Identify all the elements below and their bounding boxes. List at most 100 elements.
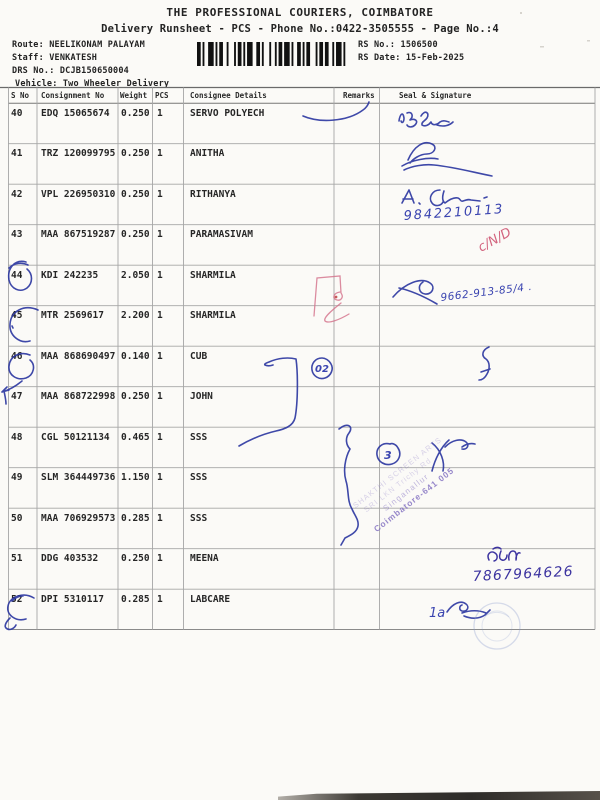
- meta-staff: Staff: VENKATESH: [12, 53, 98, 63]
- signature-row52: [446, 601, 491, 619]
- handwritten-tamil-row51: [487, 546, 521, 562]
- red-mark-row44: [313, 275, 350, 323]
- cell-consignee: RITHANYA: [190, 188, 236, 200]
- cell-pcs: 1: [157, 391, 163, 402]
- round-stamp-row52: [473, 602, 521, 650]
- meta-drs-no: DRS No.: DCJB150650004: [12, 66, 129, 76]
- handwritten-phone-row42: 9842210113: [403, 202, 505, 224]
- cell-consignee: JOHN: [190, 391, 213, 402]
- cell-pcs: 1: [157, 269, 163, 281]
- cell-weight: 0.465: [121, 431, 150, 443]
- signature-row48: [431, 439, 476, 472]
- signature-row44: [392, 279, 438, 305]
- cell-consignment: MAA 868722998: [41, 391, 116, 402]
- cell-weight: 0.250: [121, 107, 150, 119]
- cell-pcs: 1: [157, 512, 163, 524]
- cell-weight: 0.285: [121, 593, 150, 605]
- col-header-consignment: Consignment No: [41, 91, 105, 100]
- cell-consignment: TRZ 120099795: [41, 148, 116, 159]
- svg-text:Coimbatore-641 005: Coimbatore-641 005: [372, 465, 456, 534]
- pen-circle-02: [311, 357, 333, 380]
- cell-consignee: LABCARE: [190, 593, 231, 605]
- cell-weight: 1.150: [121, 472, 150, 483]
- cell-consignment: MAA 868690497: [41, 350, 116, 362]
- meta-rs-date: RS Date: 15-Feb-2025: [358, 53, 465, 63]
- pen-circle-3: [376, 442, 401, 466]
- pen-tick-47: [3, 390, 7, 405]
- cell-s_no: 42: [11, 188, 23, 200]
- cell-consignment: DDG 403532: [41, 553, 99, 564]
- cell-consignee: SSS: [190, 431, 208, 443]
- cell-s_no: 52: [11, 593, 23, 605]
- cell-consignment: MAA 867519287: [41, 229, 116, 240]
- cell-weight: 0.140: [121, 350, 150, 362]
- cell-pcs: 1: [157, 593, 163, 605]
- rubber-stamp: SHAKTHI SCREEN ARTS SRI LKN Trichy Rd Si…: [351, 435, 456, 534]
- cell-pcs: 1: [157, 350, 163, 362]
- cell-weight: 0.285: [121, 512, 150, 524]
- cell-s_no: 40: [11, 107, 23, 119]
- cell-s_no: 51: [11, 553, 23, 564]
- cell-weight: 0.250: [121, 553, 150, 564]
- red-dot-row44: [334, 295, 338, 299]
- cell-s_no: 47: [11, 391, 23, 402]
- cell-consignee: ANITHA: [190, 148, 225, 159]
- col-header-seal: Seal & Signature: [399, 91, 472, 100]
- cell-pcs: 1: [157, 229, 163, 240]
- page-subtitle: Delivery Runsheet - PCS - Phone No.:0422…: [101, 23, 499, 35]
- col-header-remarks: Remarks: [343, 91, 375, 100]
- handwritten-phone-row51: 7867964626: [472, 564, 574, 585]
- meta-rs-no: RS No.: 1506500: [358, 40, 438, 50]
- cell-consignee: SHARMILA: [190, 310, 236, 321]
- page-title: THE PROFESSIONAL COURIERS, COIMBATORE: [166, 6, 434, 19]
- col-header-weight: Weight: [120, 91, 148, 100]
- cell-consignment: CGL 50121134: [41, 431, 110, 443]
- red-note-row43: c/N/D: [476, 225, 514, 255]
- cell-s_no: 43: [11, 229, 23, 240]
- cell-consignment: VPL 226950310: [41, 188, 116, 200]
- cell-consignment: MAA 706929573: [41, 512, 116, 524]
- col-header-pcs: PCS: [155, 91, 169, 100]
- signature-row41: [401, 142, 493, 177]
- cell-s_no: 46: [11, 350, 23, 362]
- col-header-sno: S No: [11, 91, 30, 100]
- cell-weight: 2.200: [121, 310, 150, 321]
- circled-number-3: 3: [384, 449, 392, 462]
- svg-text:SHAKTHI SCREEN ARTS: SHAKTHI SCREEN ARTS: [351, 435, 443, 510]
- svg-text:Singanallur: Singanallur: [381, 472, 430, 513]
- scan-artifact-bottom: [278, 791, 600, 800]
- cell-pcs: 1: [157, 148, 163, 159]
- cell-consignee: SSS: [190, 472, 208, 483]
- cell-pcs: 1: [157, 472, 163, 483]
- cell-consignment: EDQ 15065674: [41, 107, 110, 119]
- handwritten-note-row52: 1a: [429, 606, 445, 621]
- circled-number-02: 02: [315, 364, 329, 375]
- signature-row42: [401, 189, 488, 207]
- cell-consignee: MEENA: [190, 553, 219, 564]
- cell-consignee: CUB: [190, 350, 208, 362]
- cell-weight: 0.250: [121, 148, 150, 159]
- pen-swoosh-row40: [302, 101, 370, 122]
- cell-pcs: 1: [157, 188, 163, 200]
- cell-s_no: 41: [11, 148, 23, 159]
- col-header-consignee2: Consignee Details: [190, 91, 267, 100]
- cell-s_no: 45: [11, 310, 23, 321]
- cell-consignee: SHARMILA: [190, 269, 236, 281]
- cell-consignee: SERVO POLYECH: [190, 107, 265, 119]
- cell-consignment: MTR 2569617: [41, 310, 104, 321]
- signature-row40: [398, 111, 454, 128]
- cell-consignee: SSS: [190, 512, 208, 524]
- cell-consignment: KDI 242235: [41, 269, 99, 281]
- meta-route: Route: NEELIKONAM PALAYAM: [12, 40, 145, 50]
- cell-weight: 0.250: [121, 188, 150, 200]
- cell-pcs: 1: [157, 310, 163, 321]
- pen-brace-rows48-50: [338, 424, 359, 546]
- cell-pcs: 1: [157, 107, 163, 119]
- handwritten-note-row44: 9662-913-85/4 .: [440, 281, 533, 304]
- pen-mark-row46: [478, 346, 491, 381]
- pen-arrow-row46: [238, 357, 299, 447]
- cell-s_no: 49: [11, 472, 23, 483]
- cell-pcs: 1: [157, 553, 163, 564]
- cell-pcs: 1: [157, 431, 163, 443]
